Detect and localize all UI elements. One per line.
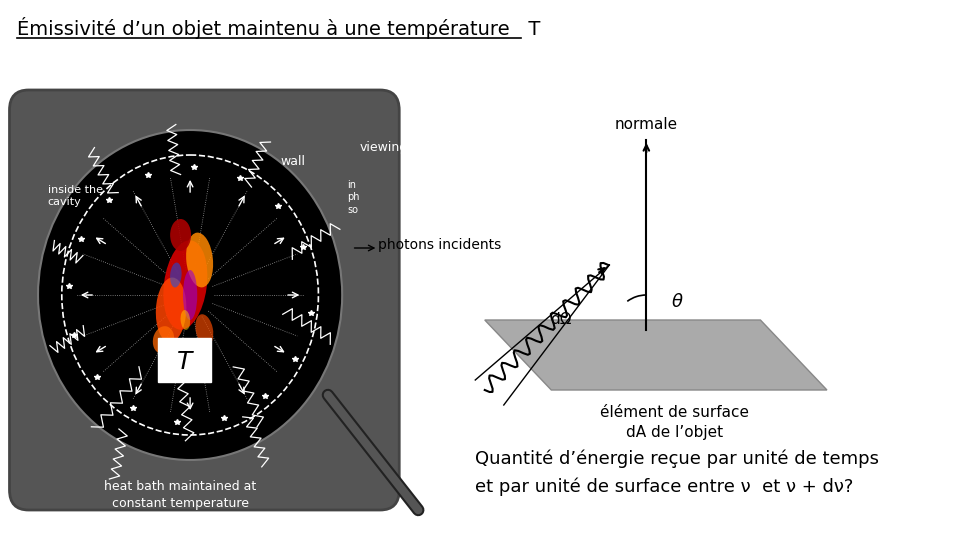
Ellipse shape	[38, 130, 342, 460]
Ellipse shape	[180, 310, 190, 330]
Text: et par unité de surface entre ν  et ν + dν?: et par unité de surface entre ν et ν + d…	[475, 478, 853, 496]
Ellipse shape	[183, 270, 197, 320]
Text: in
ph
so: in ph so	[347, 180, 359, 215]
Text: Quantité d’énergie reçue par unité de temps: Quantité d’énergie reçue par unité de te…	[475, 450, 879, 469]
Ellipse shape	[156, 278, 186, 342]
Text: normale: normale	[614, 117, 678, 132]
Text: viewing: viewing	[359, 141, 408, 154]
Text: θ: θ	[671, 293, 683, 311]
Ellipse shape	[170, 262, 181, 287]
Text: inside the
cavity: inside the cavity	[48, 185, 103, 207]
FancyBboxPatch shape	[10, 90, 399, 510]
Text: T: T	[177, 350, 192, 374]
Text: photons incidents: photons incidents	[378, 238, 501, 252]
Text: dΩ: dΩ	[550, 313, 571, 327]
Ellipse shape	[170, 219, 191, 251]
Polygon shape	[485, 320, 827, 390]
Text: wall: wall	[280, 155, 305, 168]
Ellipse shape	[196, 314, 213, 346]
FancyBboxPatch shape	[157, 338, 211, 382]
Text: Émissivité d’un objet maintenu à une température   T: Émissivité d’un objet maintenu à une tem…	[17, 17, 540, 39]
Ellipse shape	[153, 326, 174, 354]
Text: élément de surface
dA de l’objet: élément de surface dA de l’objet	[600, 405, 750, 440]
Text: heat bath maintained at
constant temperature: heat bath maintained at constant tempera…	[105, 480, 256, 510]
Ellipse shape	[163, 240, 207, 330]
Ellipse shape	[186, 233, 213, 287]
